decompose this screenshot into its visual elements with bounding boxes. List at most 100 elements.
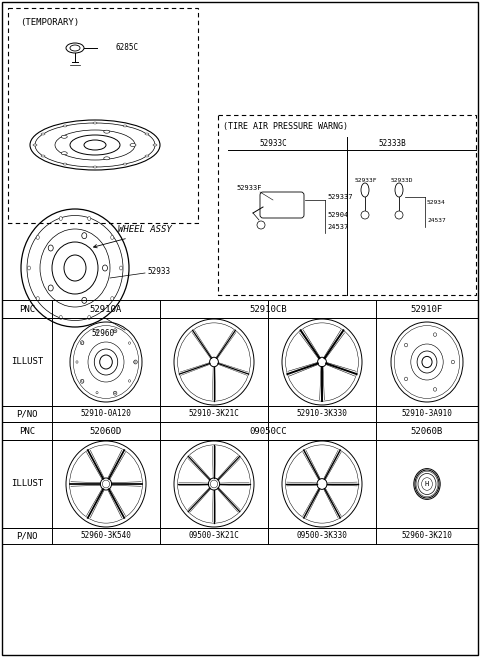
Text: 52933D: 52933D [391,177,413,183]
Ellipse shape [84,140,106,150]
Ellipse shape [104,157,110,160]
Text: 52060B: 52060B [411,426,443,436]
Ellipse shape [405,343,408,347]
Ellipse shape [210,357,218,367]
Ellipse shape [114,392,116,394]
Text: 52910-0A120: 52910-0A120 [81,409,132,419]
Ellipse shape [128,380,131,382]
Ellipse shape [96,392,98,394]
Text: P/NO: P/NO [16,532,38,541]
Text: 52910-3K21C: 52910-3K21C [189,409,240,419]
Text: 24537: 24537 [427,217,446,223]
Text: 52910-3K330: 52910-3K330 [297,409,348,419]
Text: 09500-3K21C: 09500-3K21C [189,532,240,541]
Ellipse shape [433,333,437,336]
Text: H: H [425,481,429,487]
Text: 52934: 52934 [427,200,446,206]
Ellipse shape [80,379,84,383]
Text: P/NO: P/NO [16,409,38,419]
Text: 52910CB: 52910CB [249,304,287,313]
Ellipse shape [61,135,67,138]
Ellipse shape [27,266,31,270]
Bar [218,115,476,295]
Ellipse shape [88,217,91,221]
Ellipse shape [114,330,116,332]
Ellipse shape [317,479,327,489]
Ellipse shape [82,298,87,304]
Ellipse shape [134,360,137,364]
Bar [8,8,198,223]
Ellipse shape [63,125,67,127]
Text: 529337: 529337 [327,194,352,200]
Ellipse shape [76,361,78,363]
Text: 52933: 52933 [147,267,170,275]
Ellipse shape [33,144,37,146]
Text: 52910F: 52910F [411,304,443,313]
Ellipse shape [111,296,114,300]
Ellipse shape [104,130,110,133]
Ellipse shape [48,285,53,291]
Ellipse shape [422,356,432,368]
Ellipse shape [433,388,437,391]
Ellipse shape [318,357,326,367]
Ellipse shape [64,255,86,281]
Text: PNC: PNC [19,304,35,313]
Ellipse shape [60,315,62,319]
Text: WHEEL ASSY: WHEEL ASSY [118,225,172,235]
Ellipse shape [36,296,39,300]
Ellipse shape [153,144,157,146]
Text: 52960-3K540: 52960-3K540 [81,532,132,541]
Ellipse shape [111,235,114,239]
Ellipse shape [113,391,117,396]
Ellipse shape [41,133,45,135]
Text: 6285C: 6285C [115,43,138,53]
Ellipse shape [208,478,220,490]
Text: 52904: 52904 [327,212,348,218]
Text: ILLUST: ILLUST [11,480,43,489]
Text: 52933C: 52933C [259,139,287,148]
Ellipse shape [93,122,97,124]
Ellipse shape [88,315,91,319]
Text: (TIRE AIR PRESSURE WARNG): (TIRE AIR PRESSURE WARNG) [223,122,348,131]
Ellipse shape [100,478,111,490]
Ellipse shape [41,155,45,157]
Ellipse shape [123,163,127,165]
Ellipse shape [63,163,67,165]
Text: 09050CC: 09050CC [249,426,287,436]
Ellipse shape [405,377,408,380]
Text: 52933F: 52933F [236,185,262,191]
Ellipse shape [123,125,127,127]
Text: 52910A: 52910A [90,304,122,313]
Ellipse shape [145,155,149,157]
Text: ILLUST: ILLUST [11,357,43,367]
Ellipse shape [80,341,84,345]
Text: 24537: 24537 [327,224,348,230]
Ellipse shape [113,328,117,333]
Ellipse shape [451,360,455,364]
Text: PNC: PNC [19,426,35,436]
Text: 52910-3A910: 52910-3A910 [402,409,453,419]
Ellipse shape [128,342,131,344]
Ellipse shape [103,265,108,271]
Ellipse shape [134,361,136,363]
Text: 52060D: 52060D [90,426,122,436]
Text: 52960: 52960 [91,330,115,338]
Ellipse shape [82,380,84,382]
Ellipse shape [82,342,84,344]
Ellipse shape [82,233,87,238]
Ellipse shape [120,266,122,270]
Text: 52933F: 52933F [355,177,377,183]
Ellipse shape [96,330,98,332]
Text: 09500-3K330: 09500-3K330 [297,532,348,541]
Ellipse shape [48,245,53,251]
Ellipse shape [60,217,62,221]
Ellipse shape [100,355,112,369]
Text: (TEMPORARY): (TEMPORARY) [20,18,79,26]
Ellipse shape [145,133,149,135]
Ellipse shape [36,235,39,239]
Text: 52333B: 52333B [378,139,406,148]
Ellipse shape [130,143,136,147]
Ellipse shape [93,166,97,168]
Ellipse shape [61,152,67,155]
Text: 52960-3K210: 52960-3K210 [402,532,453,541]
